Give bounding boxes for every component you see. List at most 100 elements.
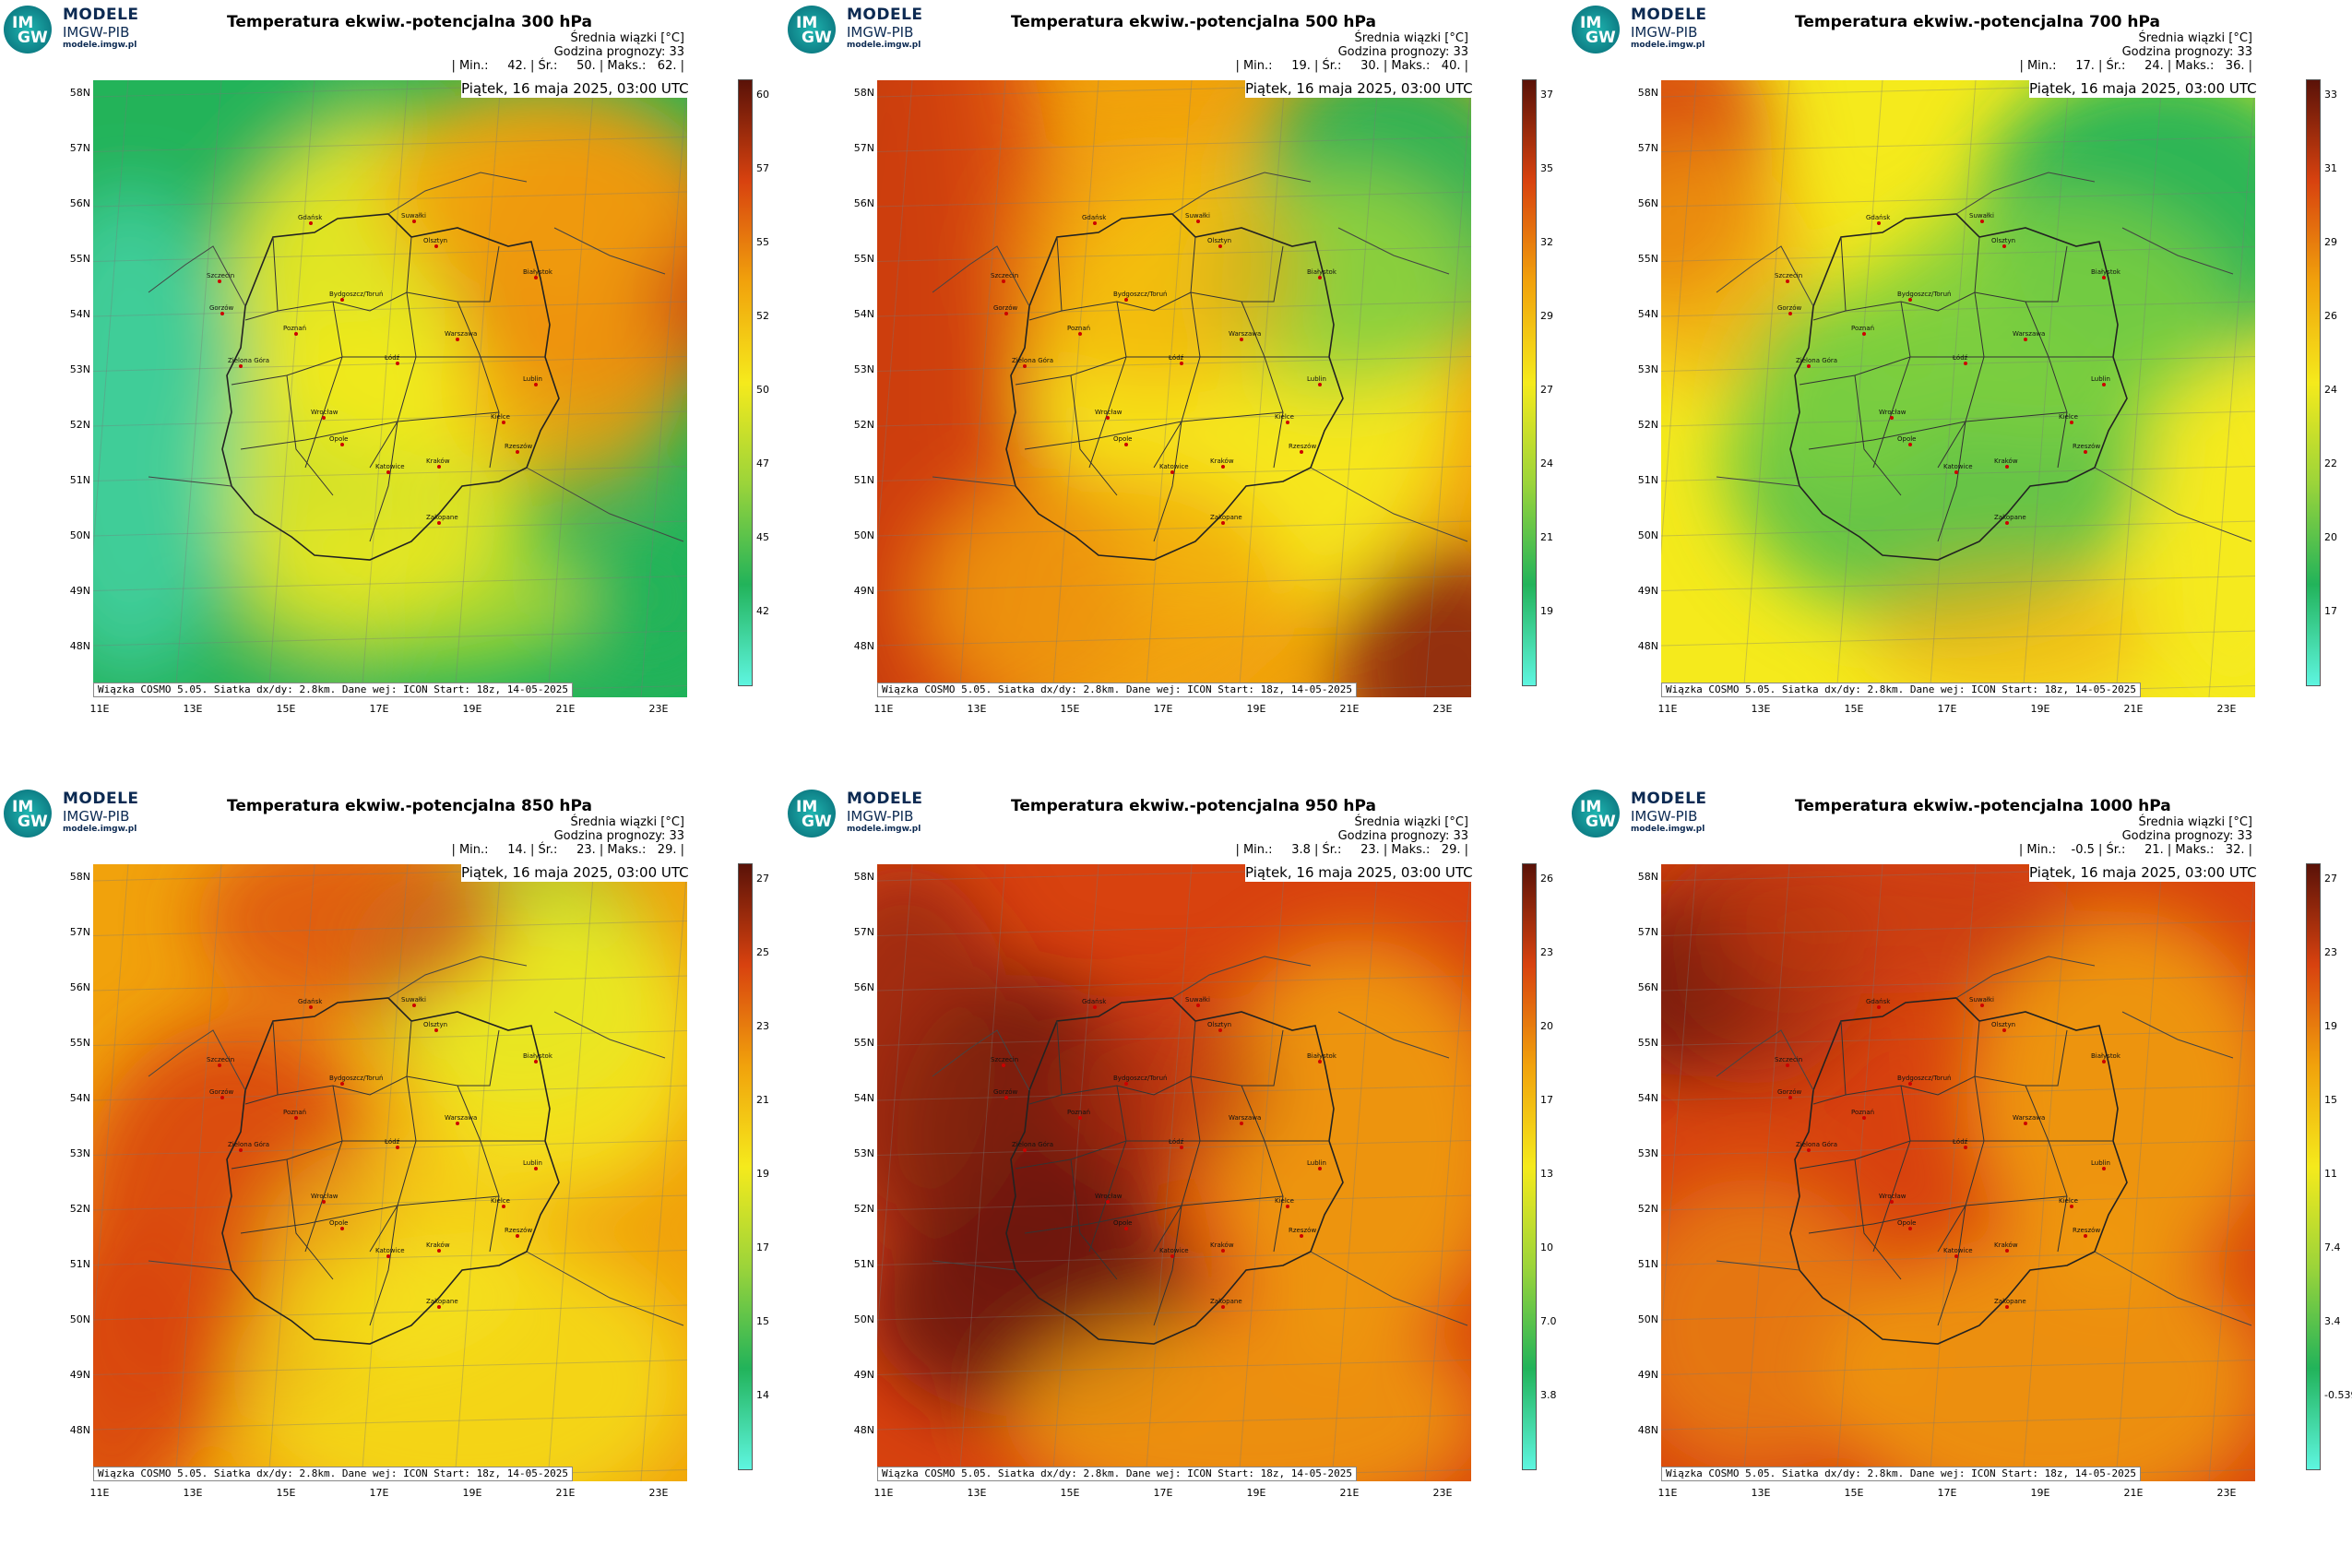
latitude-label: 49N — [1637, 585, 1658, 597]
field-region — [923, 468, 1292, 697]
logo-emblem: IM GW — [4, 790, 52, 837]
city-label: Katowice — [1943, 1247, 1973, 1254]
city-label: Gorzów — [993, 1088, 1018, 1096]
city-dot — [1300, 1234, 1303, 1238]
latitude-label: 58N — [853, 87, 874, 99]
colorbar-tick-label: 11 — [2324, 1168, 2337, 1180]
colorbar-tick-label: 23 — [756, 1020, 769, 1032]
city-dot — [1023, 364, 1027, 368]
logo-text-institute: IMGW-PIB — [847, 24, 914, 41]
city-dot — [1004, 312, 1008, 315]
city-dot — [386, 1254, 390, 1258]
graticule-line — [2115, 80, 2163, 697]
city-label: Kraków — [1994, 457, 2018, 465]
graticule-line — [93, 975, 687, 992]
region-border — [1153, 291, 1201, 469]
model-info-footer: Wiązka COSMO 5.05. Siatka dx/dy: 2.8km. … — [1661, 683, 2141, 697]
graticule-line — [93, 864, 129, 1340]
longitude-label: 19E — [462, 703, 482, 715]
city-label: Warszawa — [445, 1114, 477, 1122]
graticule-line — [877, 1194, 1471, 1211]
logo-text-modele: MODELE — [1631, 6, 1707, 24]
city-label: Olsztyn — [423, 1021, 447, 1028]
graticule-line — [877, 975, 1471, 992]
city-label: Łódź — [1168, 1138, 1184, 1146]
region-border — [240, 411, 500, 450]
longitude-label: 21E — [555, 1487, 576, 1499]
logo-text-institute: IMGW-PIB — [847, 808, 914, 825]
city-label: Szczecin — [207, 1056, 234, 1063]
latitude-label: 52N — [853, 419, 874, 431]
latitude-label: 55N — [69, 1037, 90, 1049]
logo-emblem-top: IM — [12, 14, 34, 32]
field-region — [232, 523, 600, 671]
latitude-label: 56N — [853, 981, 874, 993]
logo-text-url: modele.imgw.pl — [847, 41, 921, 50]
region-border — [369, 421, 398, 542]
colorbar-tick-label: 20 — [2324, 531, 2337, 543]
stats-line: | Min.: -0.5 | Śr.: 21. | Maks.: 32. | — [2018, 843, 2252, 857]
city-dot — [1980, 1004, 1984, 1007]
city-dot — [294, 332, 298, 336]
city-label: Rzeszów — [505, 443, 532, 450]
colorbar-tick-label: 7.0 — [1540, 1315, 1557, 1327]
longitude-label: 23E — [1432, 703, 1453, 715]
forecast-meta: Średnia wiązki [°C] Godzina prognozy: 33 |… — [451, 31, 684, 73]
city-label: Łódź — [384, 354, 400, 362]
colorbar-tick-label: 55 — [756, 236, 769, 248]
city-dot — [1788, 312, 1792, 315]
mean-label: Średnia wiązki [°C] — [1354, 815, 1468, 829]
field-region — [877, 864, 1016, 1233]
city-label: Łódź — [1952, 354, 1968, 362]
city-label: Kraków — [426, 457, 450, 465]
city-label: Kielce — [2059, 413, 2078, 421]
field-map: Gdańsk Suwałki Olsztyn Szczecin Białystok Byd… — [877, 80, 1471, 697]
graticule-line — [1835, 80, 1883, 697]
city-dot — [2084, 450, 2087, 454]
longitude-label: 21E — [2123, 703, 2144, 715]
city-dot — [1980, 220, 1984, 223]
latitude-label: 58N — [853, 871, 874, 883]
colorbar-tick-label: 37 — [1540, 89, 1553, 101]
latitude-label: 48N — [69, 1424, 90, 1436]
city-label: Zielona Góra — [228, 357, 269, 364]
city-label: Zielona Góra — [1012, 357, 1053, 364]
field-map: Gdańsk Suwałki Olsztyn Szczecin Białystok Byd… — [1661, 864, 2255, 1481]
graticule-line — [1661, 864, 1697, 1340]
city-dot — [2002, 244, 2006, 248]
city-dot — [534, 1060, 538, 1063]
longitude-label: 11E — [1657, 1487, 1678, 1499]
city-label: Białystok — [1307, 1052, 1337, 1060]
graticule-line — [877, 1140, 1471, 1156]
region-border — [277, 291, 458, 312]
city-label: Rzeszów — [1289, 443, 1316, 450]
city-label: Bydgoszcz/Toruń — [1897, 1075, 1951, 1082]
imgw-logo: IM GW MODELE IMGW-PIB modele.imgw.pl — [1572, 4, 1719, 53]
imgw-logo: IM GW MODELE IMGW-PIB modele.imgw.pl — [4, 4, 151, 53]
colorbar-tick-label: 26 — [1540, 873, 1553, 885]
city-dot — [1078, 332, 1082, 336]
graticule-line — [93, 1414, 687, 1431]
city-dot — [437, 521, 441, 525]
field-region — [2150, 357, 2255, 697]
latitude-label: 51N — [1637, 1258, 1658, 1270]
graticule-line — [877, 246, 1471, 262]
colorbar-tick-label: 19 — [2324, 1020, 2337, 1032]
city-label: Gdańsk — [298, 998, 323, 1005]
region-border — [286, 1158, 334, 1280]
stats-line: | Min.: 3.8 | Śr.: 23. | Maks.: 29. | — [1235, 843, 1468, 857]
city-dot — [2070, 421, 2073, 424]
city-dot — [1240, 338, 1243, 341]
city-label: Łódź — [1168, 354, 1184, 362]
logo-text-modele: MODELE — [63, 6, 139, 24]
latitude-label: 55N — [1637, 1037, 1658, 1049]
colorbar-tick-label: 22 — [2324, 457, 2337, 469]
field-region — [93, 191, 241, 671]
colorbar-tick-label: 27 — [1540, 384, 1553, 396]
graticule-line — [1929, 80, 1977, 697]
map-panel: IM GW MODELE IMGW-PIB modele.imgw.pl Temperat… — [784, 0, 1568, 784]
city-label: Katowice — [375, 463, 405, 470]
city-label: Opole — [1897, 1219, 1917, 1227]
region-border — [1799, 1140, 2113, 1170]
field-region — [1006, 1307, 1471, 1481]
